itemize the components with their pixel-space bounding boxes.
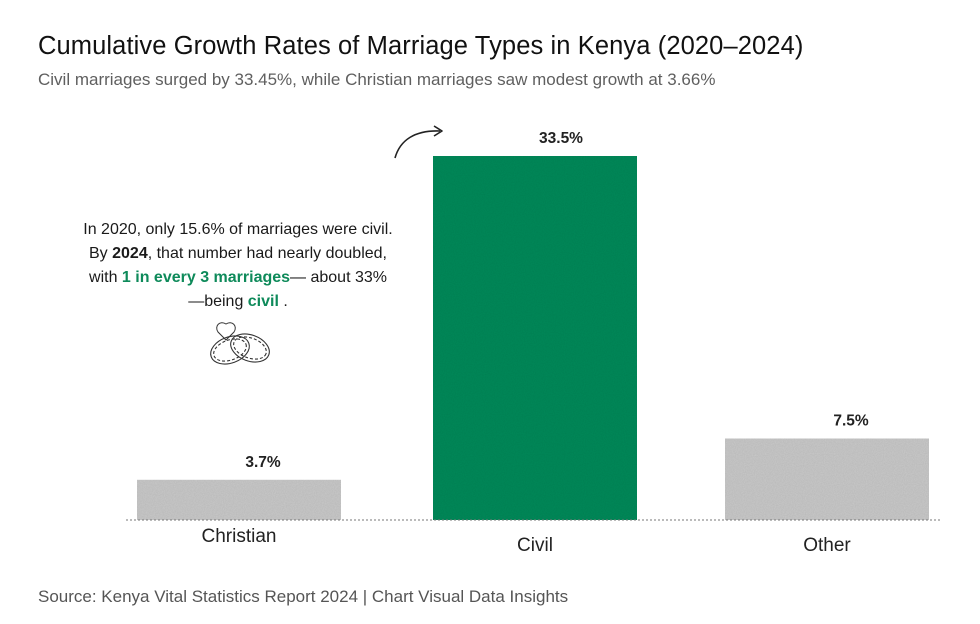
annotation-part4: . bbox=[278, 293, 288, 310]
chart-title: Cumulative Growth Rates of Marriage Type… bbox=[38, 32, 804, 60]
interlocked-rings-icon bbox=[210, 322, 270, 365]
data-label-christian: 3.7% bbox=[245, 454, 281, 471]
annotation-year: 2024 bbox=[112, 245, 148, 262]
curved-arrow-icon bbox=[394, 125, 443, 159]
bar-christian bbox=[137, 479, 341, 520]
annotation-civil-word: civil bbox=[247, 293, 279, 310]
source-note: Source: Kenya Vital Statistics Report 20… bbox=[38, 587, 569, 606]
bar-civil bbox=[433, 156, 637, 520]
data-label-civil: 33.5% bbox=[539, 130, 583, 147]
data-label-other: 7.5% bbox=[833, 413, 869, 430]
category-label-christian: Christian bbox=[202, 526, 277, 547]
category-label-other: Other bbox=[803, 535, 851, 556]
category-label-civil: Civil bbox=[517, 535, 553, 556]
annotation-part1: In 2020, only 15.6% of marriages were ci… bbox=[83, 221, 393, 262]
annotation-part3: — about 33%—being bbox=[188, 269, 387, 310]
annotation-text: In 2020, only 15.6% of marriages were ci… bbox=[82, 218, 394, 314]
annotation-part2: , that number had nearly doubled, with bbox=[89, 245, 387, 286]
annotation-highlight: 1 in every 3 marriages bbox=[121, 269, 291, 286]
chart-subtitle: Civil marriages surged by 33.45%, while … bbox=[38, 70, 716, 89]
bar-other bbox=[725, 438, 929, 520]
